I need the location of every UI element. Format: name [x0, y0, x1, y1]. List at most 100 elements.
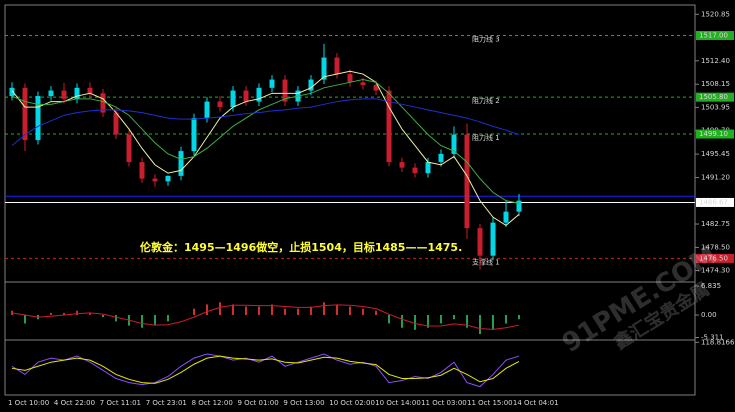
level-tag: 1517.00 [699, 32, 728, 40]
level-tag-box [696, 92, 734, 102]
y-tick-label: 1495.45 [701, 150, 730, 158]
candle-body [360, 82, 366, 86]
macd-bar [414, 315, 416, 330]
candle-body [347, 74, 353, 83]
candle-body [165, 175, 171, 182]
macd-bar [154, 315, 156, 326]
y-tick-label: 1478.50 [701, 243, 730, 251]
candle-body [477, 228, 483, 256]
candle-body [126, 134, 132, 163]
x-tick-label: 4 Oct 22:00 [54, 399, 95, 407]
candle-body [61, 90, 67, 99]
candle-body [490, 222, 496, 256]
candle-body [204, 101, 210, 119]
watermark: 91PME.COM 鑫汇宝贵金属 [557, 240, 722, 359]
macd-bar [453, 315, 455, 320]
macd-bar [219, 302, 221, 316]
x-tick-label: 10 Oct 02:00 [329, 399, 375, 407]
macd-bar [440, 315, 442, 324]
frame [4, 4, 696, 396]
candle-body [425, 162, 431, 174]
x-tick-label: 9 Oct 01:00 [238, 399, 279, 407]
candle-body [308, 79, 314, 91]
oscillator-line [11, 353, 520, 388]
level-tag-box [696, 129, 734, 139]
level-tag-box [696, 31, 734, 41]
level-name: 阻力线 1 [472, 133, 500, 142]
candle-body [22, 87, 28, 141]
candle-body [191, 118, 197, 152]
y-tick-label: 1482.75 [701, 220, 730, 228]
candle-body [321, 57, 327, 80]
macd-bar [284, 308, 286, 316]
moving-average [11, 79, 520, 204]
x-tick-label: 11 Oct 03:00 [421, 399, 467, 407]
y-tick-label: 1491.20 [701, 174, 730, 182]
moving-average [11, 70, 520, 227]
x-tick-label: 1 Oct 10:00 [8, 399, 49, 407]
level-name: 阻力线 3 [472, 35, 500, 44]
candle-body [282, 79, 288, 102]
macd-bar [427, 315, 429, 328]
oscillator-line [11, 355, 520, 384]
level-tag-box [696, 253, 734, 263]
macd-bar [310, 306, 312, 316]
macd-bar [258, 306, 260, 316]
macd-bar [518, 315, 520, 320]
macd-bar [24, 315, 26, 324]
level-tag: 1476.50 [699, 254, 728, 262]
macd-bar [76, 310, 78, 316]
macd-bar [167, 315, 169, 322]
candle-body [100, 93, 106, 113]
candle-body [113, 112, 119, 135]
level-name: 阻力线 2 [472, 96, 500, 105]
macd-bar [115, 315, 117, 322]
macd-bar [362, 308, 364, 316]
macd-bar [89, 312, 91, 316]
y-tick-label: 1520.85 [701, 10, 730, 18]
candle-body [438, 153, 444, 163]
macd-bar [193, 308, 195, 316]
candle-body [399, 162, 405, 168]
macd-bar [102, 315, 104, 318]
macd-bar [297, 308, 299, 316]
macd-bar [271, 304, 273, 316]
y-tick-label: 1512.40 [701, 57, 730, 65]
macd-signal [11, 304, 520, 330]
candle-body [256, 87, 262, 102]
candle-body [243, 90, 249, 102]
x-tick-label: 7 Oct 11:01 [100, 399, 141, 407]
macd-bar [323, 302, 325, 316]
candle-body [152, 178, 158, 182]
macd-bar [336, 304, 338, 316]
candle-body [464, 134, 470, 229]
y-tick-label: -5.311 [701, 334, 724, 342]
level-tag-box [696, 197, 734, 207]
y-tick-label: 1474.30 [701, 267, 730, 275]
candle-body [178, 151, 184, 176]
macd-bar [388, 315, 390, 324]
candle-body [386, 90, 392, 163]
x-tick-label: 14 Oct 04:01 [513, 399, 559, 407]
candle-body [87, 87, 93, 94]
macd-bar [375, 310, 377, 316]
candle-body [334, 57, 340, 75]
annotation: 伦敦金：1495—1496做空，止损1504，目标1485——1475. [140, 240, 462, 254]
level-tag: 1505.80 [699, 93, 728, 101]
candle-body [412, 167, 418, 174]
x-tick-label: 8 Oct 12:00 [192, 399, 233, 407]
candle-body [230, 90, 236, 108]
candle-body [373, 85, 379, 91]
candle-body [516, 200, 522, 212]
level-tag: 1486.67 [699, 198, 728, 206]
x-tick-label: 9 Oct 13:00 [283, 399, 324, 407]
macd-bar [50, 312, 52, 316]
y-tick-label: 6.835 [701, 282, 721, 290]
macd-bar [479, 315, 481, 335]
moving-average [11, 98, 520, 146]
macd-bar [466, 315, 468, 328]
x-tick-label: 10 Oct 14:00 [375, 399, 421, 407]
y-tick-label: 0.00 [701, 311, 717, 319]
macd-bar [141, 315, 143, 328]
candle-body [217, 101, 223, 108]
